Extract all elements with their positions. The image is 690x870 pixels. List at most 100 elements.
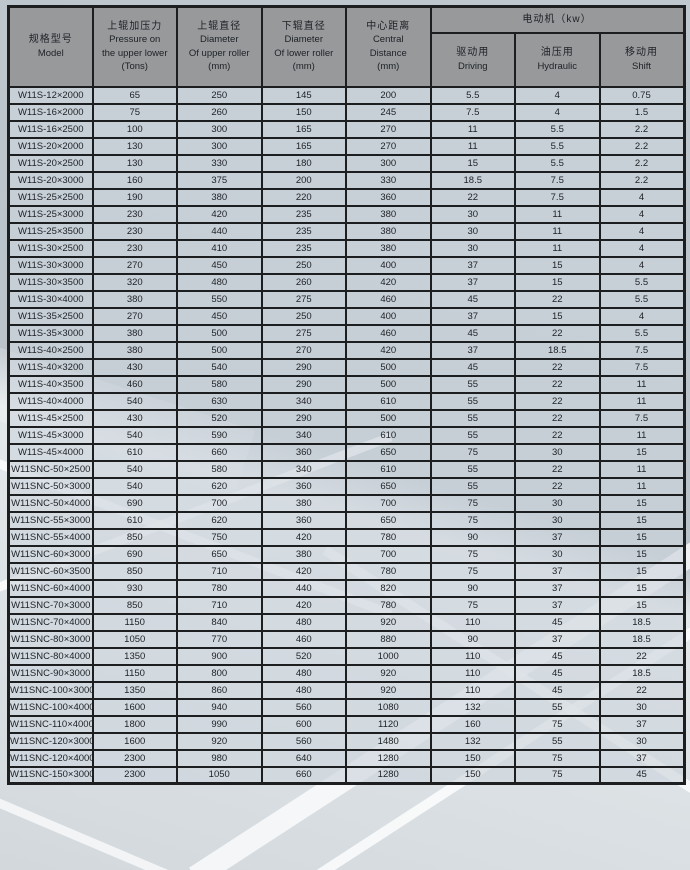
spec-value-cell: 11 [514,204,601,224]
header-lower-roller-unit: (mm) [292,61,315,73]
model-cell: W11S-45×3000 [7,425,94,445]
spec-value-cell: 200 [345,85,432,105]
spec-value-cell: 275 [260,289,347,309]
spec-value-cell: 250 [176,85,263,105]
spec-value-cell: 18.5 [429,170,516,190]
spec-value-cell: 235 [260,221,347,241]
background-stripe [0,782,238,870]
model-cell: W11SNC-80×3000 [7,629,94,649]
header-driving-zh: 驱动用 [456,47,490,58]
spec-value-cell: 4 [598,204,686,224]
table-row: W11S-16×2500 100 300 165 270 11 5.5 2.2 [7,119,686,139]
table-row: W11SNC-60×3500 850 710 420 780 75 37 15 [7,561,686,581]
spec-value-cell: 235 [260,204,347,224]
model-cell: W11S-40×3500 [7,374,94,394]
model-cell: W11SNC-110×4000 [7,714,94,734]
spec-value-cell: 45 [429,289,516,309]
spec-value-cell: 230 [91,221,178,241]
table-header: 规格型号 Model 上辊加压力 Pressure on the upper l… [7,5,686,88]
spec-value-cell: 1150 [91,612,178,632]
table-row: W11S-20×3000 160 375 200 330 18.5 7.5 2.2 [7,170,686,190]
spec-value-cell: 165 [260,136,347,156]
spec-value-cell: 15 [598,544,686,564]
table-row: W11S-40×2500 380 500 270 420 37 18.5 7.5 [7,340,686,360]
spec-value-cell: 15 [514,306,601,326]
spec-value-cell: 360 [345,187,432,207]
spec-value-cell: 610 [345,459,432,479]
spec-value-cell: 22 [514,459,601,479]
header-central-distance-zh: 中心距离 [366,20,411,32]
spec-value-cell: 130 [91,136,178,156]
spec-value-cell: 460 [345,323,432,343]
spec-value-cell: 980 [176,748,263,768]
spec-value-cell: 180 [260,153,347,173]
spec-value-cell: 5.5 [598,323,686,343]
spec-value-cell: 920 [345,612,432,632]
spec-value-cell: 5.5 [514,119,601,139]
spec-value-cell: 1.5 [598,102,686,122]
header-driving: 驱动用 Driving [429,31,516,88]
model-cell: W11S-45×4000 [7,442,94,462]
spec-value-cell: 500 [176,323,263,343]
spec-value-cell: 15 [514,272,601,292]
spec-value-cell: 850 [91,561,178,581]
spec-value-cell: 560 [260,697,347,717]
spec-value-cell: 75 [514,714,601,734]
table-row: W11S-25×2500 190 380 220 360 22 7.5 4 [7,187,686,207]
spec-value-cell: 540 [91,476,178,496]
spec-value-cell: 850 [91,595,178,615]
spec-value-cell: 360 [260,476,347,496]
spec-value-cell: 18.5 [598,663,686,683]
spec-value-cell: 75 [514,765,601,785]
spec-value-cell: 840 [176,612,263,632]
spec-value-cell: 250 [260,306,347,326]
spec-value-cell: 930 [91,578,178,598]
spec-value-cell: 660 [260,765,347,785]
spec-value-cell: 22 [514,357,601,377]
table-row: W11S-45×3000 540 590 340 610 55 22 11 [7,425,686,445]
spec-value-cell: 75 [429,493,516,513]
spec-value-cell: 110 [429,680,516,700]
spec-value-cell: 11 [598,391,686,411]
header-upper-roller-en1: Diameter [199,34,239,46]
spec-value-cell: 132 [429,731,516,751]
spec-value-cell: 5.5 [598,272,686,292]
spec-value-cell: 55 [429,459,516,479]
spec-value-cell: 420 [260,561,347,581]
model-cell: W11S-25×2500 [7,187,94,207]
spec-value-cell: 7.5 [429,102,516,122]
spec-value-cell: 11 [514,238,601,258]
spec-value-cell: 30 [429,221,516,241]
header-model: 规格型号 Model [7,5,94,88]
spec-value-cell: 430 [91,408,178,428]
spec-value-cell: 18.5 [598,612,686,632]
spec-value-cell: 45 [514,646,601,666]
spec-value-cell: 650 [345,476,432,496]
spec-value-cell: 30 [514,442,601,462]
spec-value-cell: 460 [345,289,432,309]
model-cell: W11SNC-70×4000 [7,612,94,632]
spec-value-cell: 15 [598,561,686,581]
spec-value-cell: 0.75 [598,85,686,105]
spec-value-cell: 45 [514,680,601,700]
spec-value-cell: 11 [514,221,601,241]
model-cell: W11SNC-50×2500 [7,459,94,479]
spec-value-cell: 130 [91,153,178,173]
spec-value-cell: 500 [176,340,263,360]
spec-value-cell: 22 [514,391,601,411]
model-cell: W11SNC-55×4000 [7,527,94,547]
spec-value-cell: 75 [429,510,516,530]
table-row: W11S-20×2000 130 300 165 270 11 5.5 2.2 [7,136,686,156]
model-cell: W11SNC-50×3000 [7,476,94,496]
spec-value-cell: 275 [260,323,347,343]
spec-value-cell: 5.5 [429,85,516,105]
table-row: W11SNC-110×4000 1800 990 600 1120 160 75 37 [7,714,686,734]
spec-value-cell: 7.5 [514,170,601,190]
table-row: W11S-30×3500 320 480 260 420 37 15 5.5 [7,272,686,292]
spec-value-cell: 620 [176,510,263,530]
spec-value-cell: 600 [260,714,347,734]
spec-value-cell: 270 [345,136,432,156]
model-cell: W11S-35×2500 [7,306,94,326]
spec-value-cell: 150 [429,765,516,785]
model-cell: W11SNC-120×4000 [7,748,94,768]
